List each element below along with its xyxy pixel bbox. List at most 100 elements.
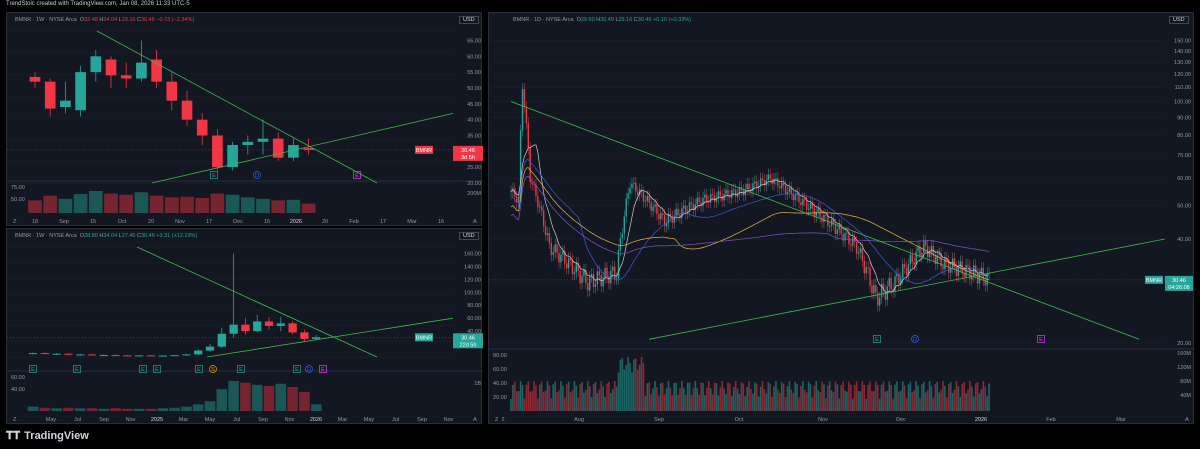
x-tick-label: Mar xyxy=(407,219,417,225)
x-tick-label: 2026 xyxy=(290,219,302,225)
x-tick-label: 17 xyxy=(380,219,386,225)
x-tick-label: 16 xyxy=(438,219,444,225)
volume-bar xyxy=(940,389,942,411)
volume-bar xyxy=(736,388,739,411)
volume-bar xyxy=(744,396,747,411)
volume-bar xyxy=(539,384,541,411)
volume-bar xyxy=(164,197,179,213)
volume-bar xyxy=(698,394,700,411)
volume-bar xyxy=(256,198,270,213)
x-tick-label: 2025 xyxy=(151,417,163,423)
y-tick-label: 140.00 xyxy=(464,264,481,270)
volume-bar xyxy=(782,383,785,411)
candle-body xyxy=(242,141,254,145)
y-tick-label: 25.00 xyxy=(467,165,481,171)
candle-body xyxy=(713,194,716,202)
volume-bar xyxy=(519,381,522,411)
candle-body xyxy=(769,174,771,179)
candle-body xyxy=(896,273,898,277)
candle-body xyxy=(679,214,681,218)
candle-body xyxy=(602,277,604,287)
volume-bar xyxy=(719,387,722,411)
volume-bar xyxy=(688,382,691,411)
volume-bar xyxy=(550,398,553,411)
volume-bar xyxy=(644,395,647,411)
candle-body xyxy=(865,267,867,274)
candle-body xyxy=(877,292,879,306)
volume-bar xyxy=(802,381,804,411)
uptrend-line xyxy=(206,317,454,358)
x-tick-label: Dec xyxy=(233,219,243,225)
candle-body xyxy=(661,213,664,215)
weekly-chart-panel-top[interactable]: 65.0060.0055.0050.0045.0040.0035.0030.00… xyxy=(6,12,483,227)
candle-body xyxy=(773,178,775,184)
volume-bar xyxy=(577,397,579,411)
volume-bar xyxy=(865,398,867,411)
ohlc-legend: BMNR · 1D · NYSE Arca O29.60 H30.49 L29.… xyxy=(513,17,691,23)
event-marker-label: E xyxy=(239,367,243,373)
candle-body xyxy=(621,233,624,238)
currency-label[interactable]: USD xyxy=(1169,16,1189,24)
candle-body xyxy=(650,202,652,211)
volume-bar xyxy=(890,385,892,411)
volume-bar xyxy=(537,398,539,411)
volume-bar xyxy=(792,392,795,411)
candle-body xyxy=(585,269,587,284)
downtrend-line xyxy=(96,30,378,184)
candle-body xyxy=(212,135,223,168)
weekly-chart-panel-bottom[interactable]: 160.00 140.00 120.00 100.00 80.00 60.00 40.00 2… xyxy=(6,228,483,425)
candle-body xyxy=(685,205,687,213)
candle-body xyxy=(663,214,666,227)
volume-bar xyxy=(780,381,783,411)
candle-body xyxy=(788,187,791,192)
candle-body xyxy=(533,184,535,186)
volume-bar xyxy=(957,386,960,411)
weekly-chart-bottom-svg[interactable]: 160.00 140.00 120.00 100.00 80.00 60.00 40.00 2… xyxy=(7,229,483,425)
candle-body xyxy=(949,267,952,273)
candle-body xyxy=(521,88,524,131)
currency-label[interactable]: USD xyxy=(459,16,479,24)
candle-body xyxy=(963,273,965,277)
candle-body xyxy=(548,233,551,243)
volume-bar xyxy=(627,357,629,411)
currency-label[interactable]: USD xyxy=(459,232,479,240)
candle-body xyxy=(560,254,562,263)
volume-bar xyxy=(204,401,216,411)
volume-bar xyxy=(145,408,157,411)
volume-bar xyxy=(631,372,633,411)
x-tick-label: Nov xyxy=(818,417,828,423)
y-tick-label: 20.00 xyxy=(1177,341,1191,347)
last-price-tag xyxy=(1165,275,1193,291)
event-marker-label: E xyxy=(875,337,879,343)
candle-body xyxy=(105,59,117,76)
event-marker xyxy=(319,365,327,373)
daily-chart-panel[interactable]: 150.00 140.00 130.00 120.00 110.00 100.00 90.0… xyxy=(488,12,1195,425)
volume-bar xyxy=(982,381,985,411)
volume-bar xyxy=(240,197,255,213)
volume-bar xyxy=(834,381,837,411)
y-tick-label: 35.00 xyxy=(467,134,481,140)
volume-bar xyxy=(855,381,858,411)
candle-body xyxy=(980,267,983,275)
candle-body xyxy=(888,278,890,287)
candle-body xyxy=(571,260,574,274)
candle-body xyxy=(852,237,854,246)
y-tick-label: 60.00 xyxy=(1177,176,1191,182)
candle-body xyxy=(631,183,633,188)
x-tick-label: Aug xyxy=(574,417,584,423)
candle-body xyxy=(882,283,885,291)
candle-body xyxy=(800,202,802,206)
x-tick-label: Sep xyxy=(258,417,268,423)
candle-body xyxy=(969,266,971,280)
candle-body xyxy=(905,267,908,276)
weekly-chart-top-svg[interactable]: 65.0060.0055.0050.0045.0040.0035.0030.00… xyxy=(7,13,483,227)
candle-body xyxy=(829,226,831,227)
y-tick-label: 60.00 xyxy=(467,316,481,322)
volume-scale-label: 75.00 xyxy=(11,185,25,191)
volume-bar xyxy=(748,381,750,411)
volume-bar xyxy=(803,389,806,411)
candle-body xyxy=(873,284,875,294)
volume-bar xyxy=(74,408,86,411)
candle-body xyxy=(802,198,804,206)
daily-chart-svg[interactable]: 150.00 140.00 130.00 120.00 110.00 100.00 90.0… xyxy=(489,13,1195,425)
